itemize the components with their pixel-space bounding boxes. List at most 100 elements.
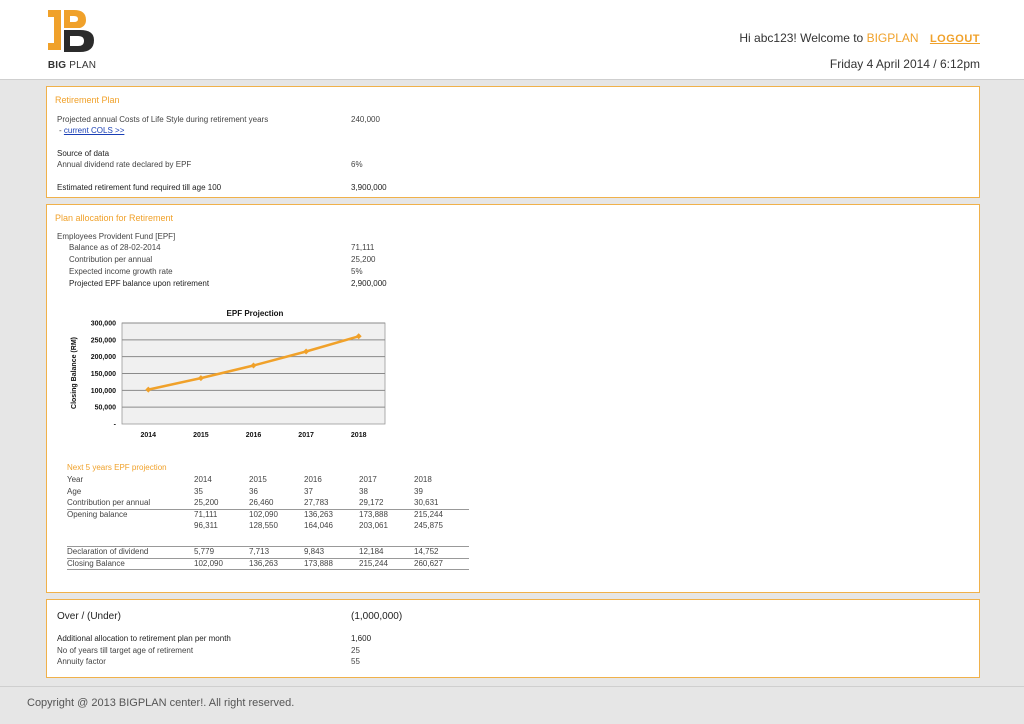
header: BIG PLAN Hi abc123! Welcome to BIGPLAN L… [0,0,1024,80]
annuity-value: 55 [351,657,360,666]
chart-data-point [355,333,362,340]
table-row: Closing Balance 102,090 136,263 173,888 … [67,557,469,570]
table-cell: 136,263 [304,509,359,521]
table-cell: 26,460 [249,498,274,507]
table-cell: 2018 [414,475,432,484]
cols-value: 240,000 [351,115,380,124]
table-cell: 245,875 [414,521,443,530]
table-cell: Declaration of dividend [67,546,194,558]
chart-x-tick-label: 2018 [351,432,367,439]
table-cell: Opening balance [67,509,194,521]
table-cell: 12,184 [359,546,414,558]
chart-data-point [145,386,152,393]
epf-label: Employees Provident Fund [EPF] [57,232,176,241]
table-cell: Contribution per annual [67,498,151,507]
chart-y-tick-label: 300,000 [91,321,116,328]
table-cell: 35 [194,486,203,496]
table-row: Opening balance 71,111 102,090 136,263 1… [67,509,469,521]
table-row: Year 2014 2015 2016 2017 2018 [67,475,469,487]
table-cell: 2017 [359,475,377,484]
dividend-label: Annual dividend rate declared by EPF [57,160,192,169]
chart-title: EPF Projection [227,309,284,318]
table-cell: 173,888 [359,509,414,521]
table-cell: 136,263 [249,557,304,570]
balance-label: Balance as of 28-02-2014 [69,243,161,252]
projection-title: Next 5 years EPF projection [67,463,167,472]
growth-rate-label: Expected income growth rate [69,267,173,276]
annuity-label: Annuity factor [57,657,106,666]
over-under-value: (1,000,000) [351,611,403,622]
chart-y-axis-label: Closing Balance (RM) [71,337,78,409]
chart-data-point [250,362,257,369]
table-cell: 14,752 [414,546,469,558]
current-date: Friday 4 April 2014 / 6:12pm [829,57,980,71]
epf-projection-chart: EPF Projection Closing Balance (RM) - 50,… [71,309,386,439]
over-under-label: Over / (Under) [57,611,121,622]
table-cell: Closing Balance [67,557,194,570]
contribution-label: Contribution per annual [69,255,153,264]
table-spacer-row [67,533,469,547]
chart-y-tick-label: - [114,422,117,429]
logo-text: BIG PLAN [47,60,97,71]
growth-rate-value: 5% [351,267,363,276]
current-cols-link[interactable]: current COLS >> [63,126,125,135]
table-cell: 2014 [194,475,212,484]
contribution-value: 25,200 [351,255,376,264]
logo[interactable]: BIG PLAN [44,8,100,74]
plan-allocation-title: Plan allocation for Retirement [55,213,174,223]
welcome-message: Hi abc123! Welcome to BIGPLAN LOGOUT [739,31,980,45]
welcome-brand: BIGPLAN [866,31,919,45]
bigplan-logo-icon [48,10,94,52]
years-label: No of years till target age of retiremen… [57,646,194,655]
table-row: Declaration of dividend 5,779 7,713 9,84… [67,546,469,558]
balance-value: 71,111 [351,243,375,252]
table-cell: 27,783 [304,498,329,507]
table-cell: 30,631 [414,498,439,507]
projected-balance-value: 2,900,000 [351,279,387,288]
table-row: Age 35 36 37 38 39 [67,487,469,499]
table-cell: 215,244 [359,557,414,570]
table-cell: 36 [249,486,258,496]
table-cell: 25,200 [194,498,219,507]
chart-x-tick-label: 2014 [141,432,157,439]
chart-x-tick-label: 2015 [193,432,209,439]
table-cell: 37 [304,486,313,496]
welcome-prefix: Hi abc123! Welcome to [739,31,864,45]
chart-data-point [303,348,310,355]
chart-y-tick-label: 50,000 [95,405,117,412]
retirement-plan-panel: Retirement Plan Projected annual Costs o… [46,86,980,198]
table-cell: Year [67,475,84,484]
table-cell: 2016 [304,475,322,484]
table-cell: 9,843 [304,546,359,558]
table-cell: 215,244 [414,509,469,521]
chart-y-tick-label: 150,000 [91,371,116,378]
table-cell: 173,888 [304,557,359,570]
chart-y-tick-label: 200,000 [91,354,116,361]
table-row: Contribution per annual 25,200 26,460 27… [67,498,469,510]
table-cell: 128,550 [249,521,278,530]
table-cell: 164,046 [304,521,333,530]
table-cell: 38 [359,486,368,496]
table-cell: 29,172 [359,498,384,507]
table-cell: 7,713 [249,546,304,558]
source-label: Source of data [57,149,110,158]
chart-x-tick-label: 2017 [298,432,314,439]
chart-x-tick-label: 2016 [246,432,262,439]
current-cols-row: - current COLS >> [59,126,124,135]
table-cell: Age [67,486,82,496]
table-cell: 71,111 [194,509,249,521]
fund-value: 3,900,000 [351,183,387,192]
logout-link[interactable]: LOGOUT [929,33,980,45]
chart-data-point [197,375,204,382]
cols-label: Projected annual Costs of Life Style dur… [57,115,269,124]
retirement-plan-title: Retirement Plan [55,95,120,105]
dividend-value: 6% [351,160,363,169]
table-cell: 39 [414,486,423,496]
projection-table: Year 2014 2015 2016 2017 2018 Age 35 36 … [67,475,469,570]
table-cell: 260,627 [414,557,469,570]
additional-allocation-value: 1,600 [351,634,372,643]
table-cell: 96,311 [194,521,218,530]
table-cell: 102,090 [249,509,304,521]
summary-panel: Over / (Under) (1,000,000) Additional al… [46,599,980,678]
copyright-text: Copyright @ 2013 BIGPLAN center!. All ri… [27,697,295,709]
